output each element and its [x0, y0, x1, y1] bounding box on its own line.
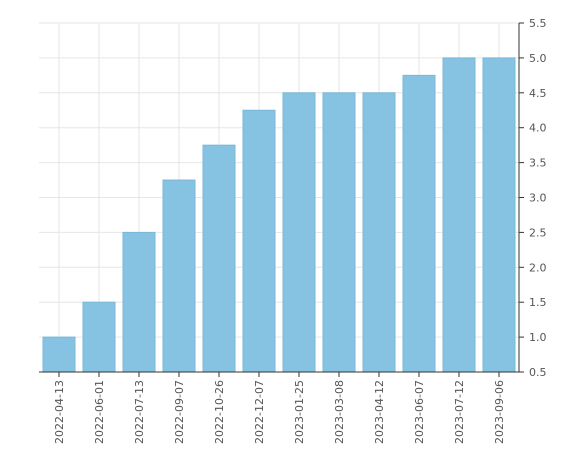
bar-2022-12-07: [242, 109, 276, 373]
x-tick-label: 2023-03-08: [333, 380, 346, 444]
x-tick-label: 2022-07-13: [133, 380, 146, 444]
y-tick-label: 3.5: [529, 157, 547, 170]
y-tick-label: 0.5: [529, 366, 547, 379]
y-tick-label: 5.0: [529, 52, 547, 65]
bar-2022-06-01: [82, 301, 116, 373]
bar-2023-03-08: [322, 92, 356, 373]
bar-2022-04-13: [42, 336, 76, 373]
x-tick-label: 2022-09-07: [173, 380, 186, 444]
x-tick-label: 2023-04-12: [373, 380, 386, 444]
x-tick-label: 2022-06-01: [93, 380, 106, 444]
x-tick-label: 2023-09-06: [493, 380, 506, 444]
y-tick-label: 1.0: [529, 331, 547, 344]
x-tick-label: 2022-10-26: [213, 380, 226, 444]
bar-2022-07-13: [122, 231, 156, 373]
bar-2023-06-07: [402, 74, 436, 373]
y-tick-label: 4.5: [529, 87, 547, 100]
y-tick-label: 5.5: [529, 17, 547, 30]
y-tick-label: 4.0: [529, 122, 547, 135]
y-tick-label: 1.5: [529, 296, 547, 309]
bar-2023-09-06: [482, 57, 516, 373]
bar-2022-10-26: [202, 144, 236, 373]
x-tick-label: 2023-07-12: [453, 380, 466, 444]
x-tick-label: 2022-04-13: [53, 380, 66, 444]
bar-2023-04-12: [362, 92, 396, 373]
x-tick-label: 2023-06-07: [413, 380, 426, 444]
bars: [42, 57, 516, 373]
y-tick-label: 2.0: [529, 261, 547, 274]
y-axis-ticks: 0.5 1.0 1.5 2.0 2.5 3.0 3.5 4.0 4.5 5.0 5.5: [519, 17, 547, 379]
y-tick-label: 3.0: [529, 192, 547, 205]
y-tick-label: 2.5: [529, 226, 547, 239]
x-axis-ticks: 2022-04-13 2022-06-01 2022-07-13 2022-09-07…: [53, 372, 506, 444]
bar-2023-07-12: [442, 57, 476, 373]
x-tick-label: 2022-12-07: [253, 380, 266, 444]
bar-2022-09-07: [162, 179, 196, 373]
bar-2023-01-25: [282, 92, 316, 373]
x-tick-label: 2023-01-25: [293, 380, 306, 444]
